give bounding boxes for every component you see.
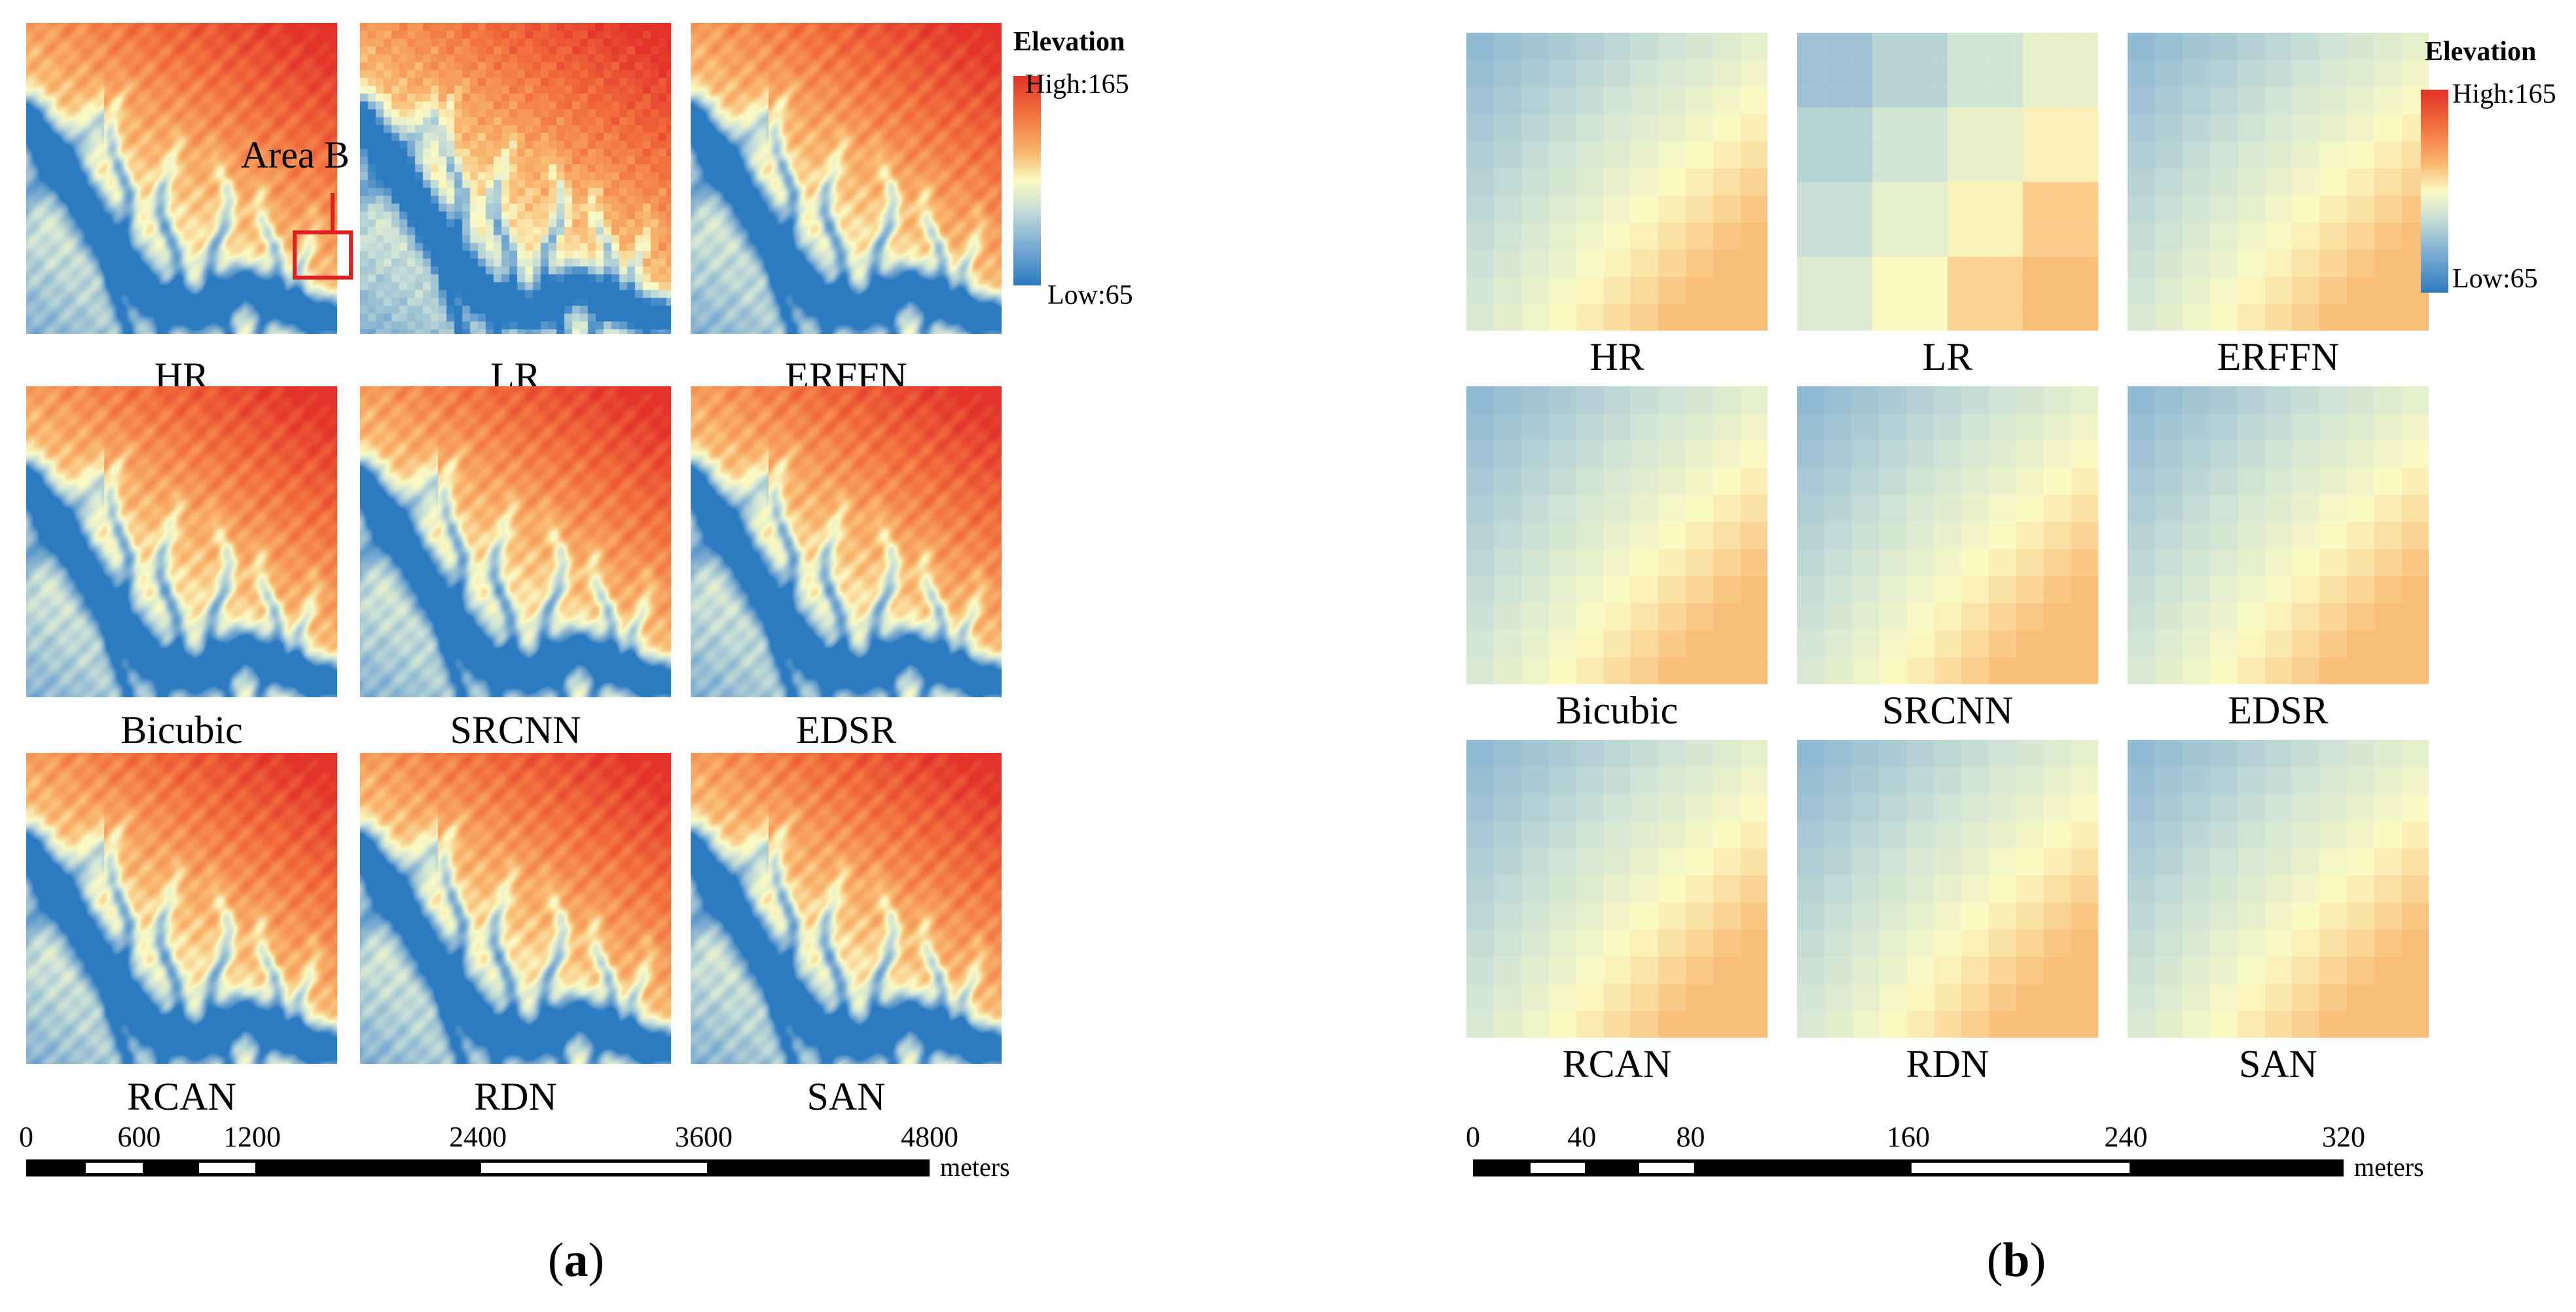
tile-a-san: SAN <box>691 753 1002 1116</box>
color-ramp <box>1013 76 1041 285</box>
tile-b-bicubic: Bicubic <box>1466 386 1768 730</box>
panel-b: HR LR ERFFN Bicubic SRCNN EDSR RCAN R <box>1440 0 2576 1312</box>
scale-bar-graphic <box>1473 1159 2344 1176</box>
tile-label: RCAN <box>127 1075 236 1118</box>
scale-tick-label: 320 <box>2322 1121 2365 1153</box>
tile-label: LR <box>1922 335 1973 378</box>
scale-bar-a: 0 600 1200 2400 3600 4800 meters <box>19 1121 1061 1188</box>
elevation-map <box>1797 33 2098 331</box>
elevation-map <box>691 753 1002 1064</box>
scale-tick-label: 2400 <box>449 1121 507 1153</box>
elevation-map <box>1466 386 1768 684</box>
tile-label: RCAN <box>1562 1042 1672 1085</box>
scale-segment <box>1531 1163 1586 1173</box>
elevation-map <box>2128 740 2429 1038</box>
caption-b: (b) <box>1986 1233 2046 1287</box>
scale-tick-label: 80 <box>1676 1121 1705 1153</box>
tile-a-edsr: EDSR <box>691 386 1002 750</box>
tile-b-srcnn: SRCNN <box>1797 386 2098 730</box>
tile-label: SRCNN <box>1881 689 2014 732</box>
scale-segment <box>481 1163 707 1173</box>
elevation-map <box>360 23 671 334</box>
scale-tick-label: 600 <box>117 1121 161 1153</box>
tile-label: RDN <box>1906 1042 1989 1085</box>
tile-a-hr: HR <box>26 23 337 396</box>
tile-label: EDSR <box>795 708 897 752</box>
tile-label: ERFFN <box>2217 335 2340 378</box>
elevation-map <box>26 23 337 334</box>
color-ramp <box>2421 90 2448 293</box>
scale-tick-label: 0 <box>19 1121 33 1153</box>
elevation-map <box>2128 386 2429 684</box>
legend-title: Elevation <box>2425 37 2537 67</box>
tile-b-lr: LR <box>1797 33 2098 376</box>
scale-segment <box>1912 1163 2130 1173</box>
scale-segment <box>86 1163 143 1173</box>
area-b-box <box>293 230 353 280</box>
legend-high-label: High:165 <box>2452 79 2556 109</box>
tile-a-rcan: RCAN <box>26 753 337 1116</box>
scale-tick-label: 3600 <box>675 1121 733 1153</box>
tile-b-edsr: EDSR <box>2128 386 2429 730</box>
scale-tick-label: 1200 <box>223 1121 281 1153</box>
tile-label: SAN <box>2238 1042 2318 1085</box>
tile-b-hr: HR <box>1466 33 1768 376</box>
area-b-label: Area B <box>241 134 350 176</box>
legend-a: Elevation High:165 Low:65 <box>1013 26 1177 309</box>
scale-unit-label: meters <box>940 1152 1010 1182</box>
tile-a-erffn: ERFFN <box>691 23 1002 396</box>
scale-unit-label: meters <box>2354 1152 2424 1182</box>
elevation-map <box>26 753 337 1064</box>
tile-label: Bicubic <box>120 708 243 752</box>
elevation-map <box>1466 33 1768 331</box>
tile-b-rcan: RCAN <box>1466 740 1768 1084</box>
scale-tick-label: 240 <box>2104 1121 2148 1153</box>
caption-letter: b <box>2003 1233 2030 1287</box>
tile-label: EDSR <box>2228 689 2329 732</box>
tile-label: SAN <box>807 1075 886 1118</box>
scale-bar-b: 0 40 80 160 240 320 meters <box>1466 1121 2507 1188</box>
tile-a-lr: LR <box>360 23 671 396</box>
legend-high-label: High:165 <box>1025 69 1129 100</box>
legend-low-label: Low:65 <box>1047 280 1133 310</box>
elevation-map <box>691 386 1002 697</box>
tile-a-bicubic: Bicubic <box>26 386 337 750</box>
scale-tick-label: 4800 <box>901 1121 958 1153</box>
tile-label: SRCNN <box>450 708 581 752</box>
scale-segment <box>1639 1163 1694 1173</box>
tile-label: RDN <box>474 1075 557 1118</box>
elevation-map <box>1797 740 2098 1038</box>
elevation-map <box>1466 740 1768 1038</box>
tile-label: HR <box>1589 335 1644 378</box>
tile-a-rdn: RDN <box>360 753 671 1116</box>
caption-a: (a) <box>547 1233 605 1287</box>
elevation-map <box>691 23 1002 334</box>
elevation-map <box>26 386 337 697</box>
legend-title: Elevation <box>1013 27 1125 57</box>
tile-a-srcnn: SRCNN <box>360 386 671 750</box>
area-b-leader-line <box>331 193 335 234</box>
legend-b: Elevation High:165 Low:65 <box>2421 36 2576 311</box>
elevation-map <box>1797 386 2098 684</box>
tile-b-erffn: ERFFN <box>2128 33 2429 376</box>
tile-b-san: SAN <box>2128 740 2429 1084</box>
scale-bar-graphic <box>26 1159 930 1176</box>
tile-b-rdn: RDN <box>1797 740 2098 1084</box>
elevation-map <box>2128 33 2429 331</box>
elevation-map <box>360 753 671 1064</box>
elevation-map <box>360 386 671 697</box>
scale-tick-label: 40 <box>1567 1121 1597 1153</box>
scale-tick-label: 0 <box>1466 1121 1480 1153</box>
panel-a: HR LR ERFFN Bicubic SRCNN EDSR RCAN R <box>0 0 1178 1312</box>
scale-tick-label: 160 <box>1887 1121 1930 1153</box>
legend-low-label: Low:65 <box>2452 264 2538 294</box>
caption-letter: a <box>564 1233 589 1287</box>
tile-label: Bicubic <box>1555 689 1678 732</box>
scale-segment <box>198 1163 255 1173</box>
